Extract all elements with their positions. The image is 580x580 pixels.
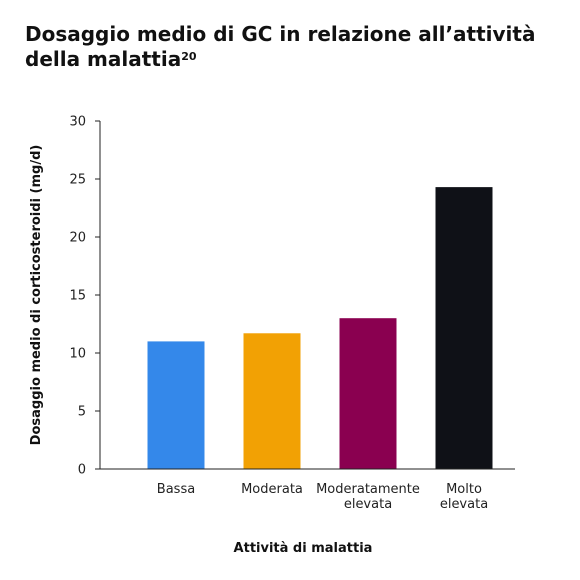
y-axis-ticks: 0 5 10 15 20 25 30 bbox=[69, 115, 100, 478]
y-tick-label: 15 bbox=[69, 289, 86, 304]
bar bbox=[147, 341, 205, 469]
x-axis-category-labels: Bassa Moderata Moderatamente elevata Molto el… bbox=[157, 482, 488, 512]
y-tick-label: 0 bbox=[78, 463, 86, 478]
x-category-label: Bassa bbox=[157, 482, 195, 497]
x-axis-title: Attività di malattia bbox=[234, 541, 373, 556]
chart-title-reference: 20 bbox=[181, 50, 197, 63]
y-tick-label: 25 bbox=[69, 173, 86, 188]
y-tick-label: 30 bbox=[69, 115, 86, 130]
y-tick-label: 5 bbox=[78, 405, 86, 420]
y-tick-label: 20 bbox=[69, 231, 86, 246]
y-tick-label: 10 bbox=[69, 347, 86, 362]
x-category-label: Molto elevata bbox=[440, 482, 488, 512]
bars bbox=[147, 187, 493, 469]
bar bbox=[435, 187, 493, 469]
chart-title-text: Dosaggio medio di GC in relazione all’at… bbox=[25, 22, 536, 71]
chart-title: Dosaggio medio di GC in relazione all’at… bbox=[25, 22, 555, 72]
bar bbox=[243, 333, 301, 469]
y-axis-title: Dosaggio medio di corticosteroidi (mg/d) bbox=[29, 145, 44, 446]
x-category-label: Moderatamente elevata bbox=[316, 482, 420, 512]
bar bbox=[339, 318, 397, 469]
x-category-label: Moderata bbox=[241, 482, 303, 497]
